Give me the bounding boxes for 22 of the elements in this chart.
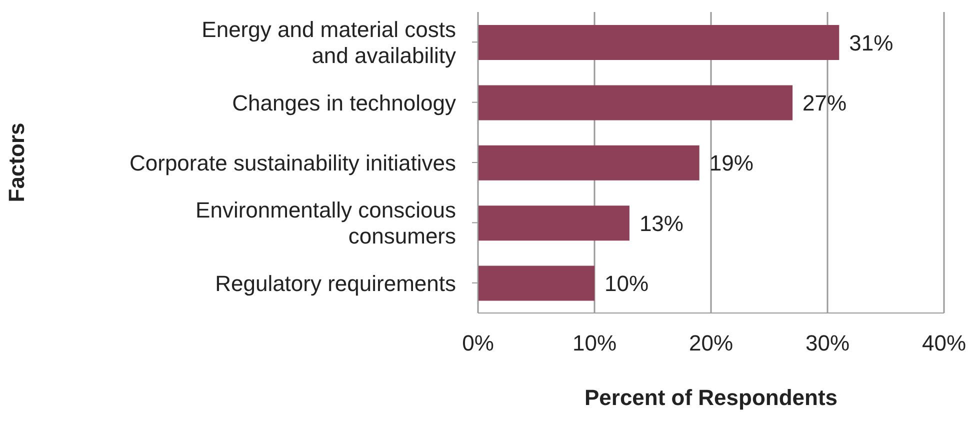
bar	[478, 85, 793, 120]
bar	[478, 206, 630, 241]
x-tick-label: 20%	[688, 330, 734, 356]
bar	[478, 145, 700, 180]
x-tick-label: 40%	[922, 330, 966, 356]
data-label: 19%	[709, 150, 754, 176]
y-tick-label: Environmentally conscious consumers	[196, 197, 456, 248]
bar	[478, 25, 840, 60]
y-tick-label: Energy and material costs and availability	[202, 16, 456, 68]
x-axis-title: Percent of Respondents	[584, 385, 838, 410]
data-label: 10%	[604, 271, 649, 296]
y-tick-label: Regulatory requirements	[215, 270, 456, 296]
x-tick-label: 30%	[805, 330, 850, 356]
x-tick-label: 10%	[572, 330, 617, 356]
data-label: 31%	[849, 30, 894, 56]
y-tick-label: Corporate sustainability initiatives	[130, 150, 456, 175]
bar	[478, 266, 594, 301]
data-label: 27%	[802, 90, 847, 116]
y-tick-label: Changes in technology	[232, 90, 456, 115]
y-axis-title: Factors	[4, 122, 29, 202]
x-tick-label: 0%	[462, 330, 494, 356]
data-label: 13%	[639, 210, 684, 236]
